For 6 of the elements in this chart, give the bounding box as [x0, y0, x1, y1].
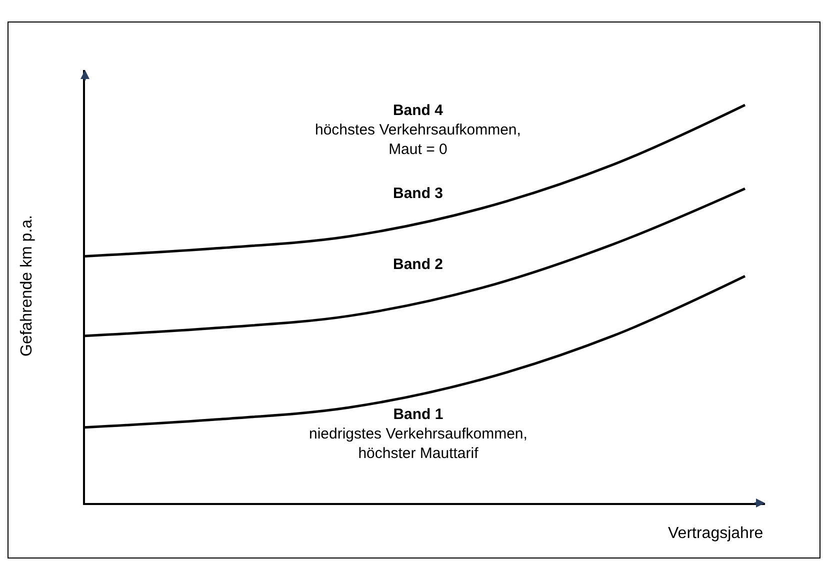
annotation: Band 4 höchstes Verkehrsaufkommen, Maut = 0 [315, 102, 521, 158]
annotation: Band 2 [393, 256, 444, 273]
x-axis-title: Vertragsjahre [668, 525, 764, 542]
annotation: Band 3 [393, 185, 444, 202]
annotation: Band 1 niedrigstes Verkehrsaufkommen, höchster Mauttarif [309, 406, 528, 462]
y-axis-title: Gefahrende km p.a. [18, 215, 36, 356]
